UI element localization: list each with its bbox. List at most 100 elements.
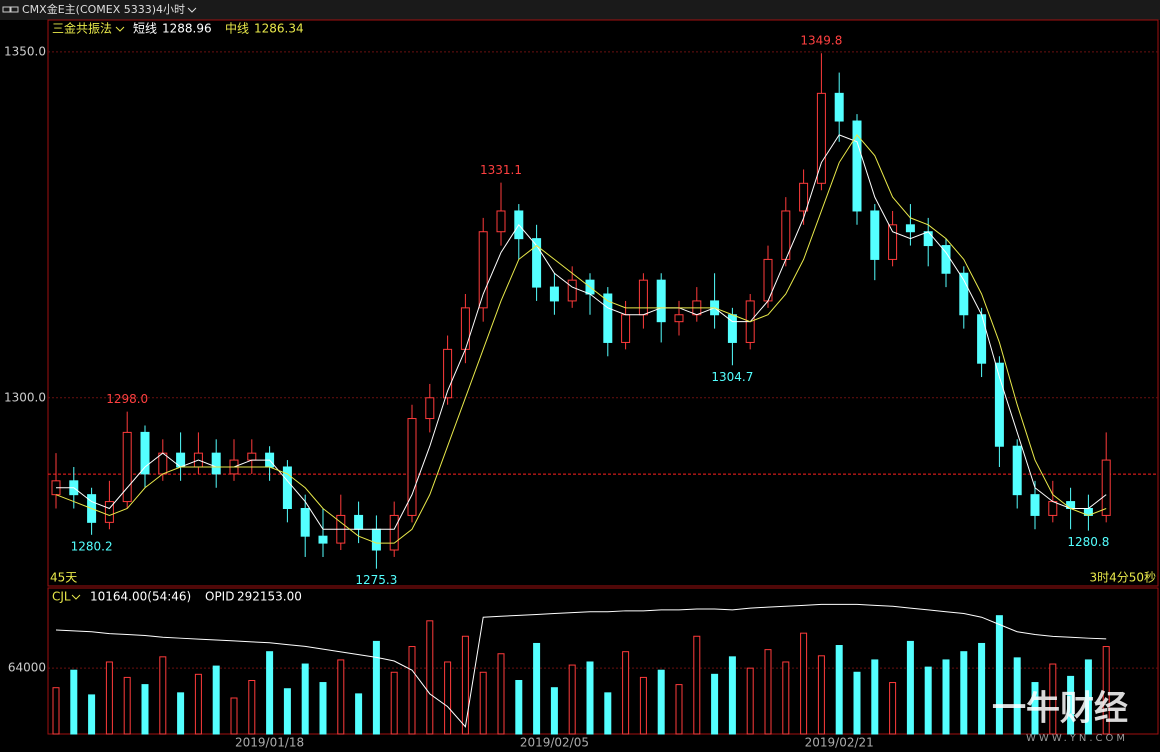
- chevron[interactable]: [187, 7, 197, 13]
- volume-bar: [889, 682, 897, 735]
- chevron[interactable]: [71, 594, 81, 600]
- candle-body: [834, 92, 844, 122]
- volume-name[interactable]: CJL: [52, 590, 71, 604]
- volume-bar: [586, 661, 594, 735]
- candle-body: [816, 92, 826, 184]
- y-tick-label: 1300.0: [4, 390, 46, 404]
- candle-body: [104, 501, 114, 523]
- volume-bar: [266, 651, 274, 735]
- candle-body: [247, 452, 257, 461]
- opid-line: [55, 603, 1107, 728]
- volume-bar: [1102, 646, 1110, 735]
- x-tick-label: 2019/02/21: [805, 736, 874, 750]
- volume-bar: [711, 673, 719, 735]
- icon-part: [10, 6, 19, 13]
- mid-label: 中线: [225, 21, 249, 36]
- candle-body: [799, 182, 809, 212]
- volume-bar: [693, 635, 701, 735]
- volume-bar: [942, 659, 950, 735]
- range-label: 45天: [50, 571, 77, 585]
- volume-bar: [1067, 675, 1075, 735]
- volume-bar: [746, 667, 754, 735]
- volume-bar: [657, 669, 665, 735]
- icon-part: [2, 6, 11, 13]
- symbol[interactable]: CMX金E主(COMEX 5333): [22, 2, 156, 16]
- watermark-url: WWW.YN.COM: [1026, 733, 1128, 744]
- candle-body: [870, 210, 880, 260]
- candle-body: [994, 362, 1004, 447]
- volume-bar: [515, 679, 523, 735]
- high-label: 1298.0: [106, 392, 148, 406]
- volume-bar: [550, 687, 558, 735]
- volume-bar: [123, 676, 131, 735]
- candle-body: [1012, 445, 1022, 496]
- volume-bar: [639, 676, 647, 735]
- high-label: 1331.1: [480, 163, 522, 177]
- candle-body: [425, 397, 435, 420]
- candle-body: [282, 466, 292, 510]
- low-label: 1280.8: [1067, 535, 1109, 549]
- volume-bar: [319, 682, 327, 735]
- price-frame: [47, 19, 1159, 587]
- y-tick-label: 1350.0: [4, 44, 46, 58]
- volume-bar: [764, 649, 772, 735]
- volume-bar: [283, 688, 291, 735]
- volume-bar: [355, 693, 363, 735]
- volume-bar: [105, 661, 113, 735]
- volume-bar: [444, 661, 452, 735]
- candle-body: [1101, 459, 1111, 516]
- candle-body: [140, 431, 150, 475]
- volume-bar: [194, 673, 202, 735]
- plot: 1300.0 1350.0 64000 2019/01/18 2019/02/05 201…: [4, 34, 1158, 750]
- volume-bar: [568, 664, 576, 735]
- volume-bar: [230, 697, 238, 735]
- candle-body: [603, 293, 613, 343]
- candle-body: [674, 314, 684, 323]
- volume-bar: [390, 671, 398, 735]
- low-label: 1280.2: [71, 539, 113, 553]
- candle-body: [923, 231, 933, 247]
- candle-body: [318, 535, 328, 544]
- candle-body: [211, 452, 221, 475]
- candle-body: [1048, 501, 1058, 516]
- volume-bar: [604, 692, 612, 735]
- candle-body: [549, 286, 559, 302]
- candle-body: [158, 452, 168, 475]
- candle-body: [852, 120, 862, 212]
- volume-bar: [88, 694, 96, 735]
- indicator-name[interactable]: 三金共振法: [52, 21, 112, 36]
- volume-bar: [497, 653, 505, 735]
- volume-bar: [159, 656, 167, 735]
- period[interactable]: 4小时: [156, 3, 185, 16]
- volume-bar: [800, 632, 808, 735]
- candle-body: [443, 348, 453, 399]
- candle-body: [959, 272, 969, 316]
- candle-body: [496, 210, 506, 233]
- volume-bar: [177, 692, 185, 735]
- mid-value: 1286.34: [254, 22, 304, 36]
- candle-body: [122, 431, 132, 503]
- volume-bar: [52, 687, 60, 735]
- high-label: 1349.8: [800, 34, 842, 48]
- volume-current: 10164.00(54:46): [90, 590, 191, 604]
- volume-bar: [372, 640, 380, 735]
- volume-tick-label: 64000: [8, 661, 46, 675]
- volume-bar: [301, 663, 309, 735]
- volume-bar: [248, 679, 256, 735]
- low-label: 1304.7: [711, 370, 753, 384]
- candle-body: [888, 224, 898, 260]
- volume-bar: [408, 646, 416, 735]
- volume-frame: [47, 587, 1159, 735]
- candle-body: [300, 508, 310, 537]
- short-value: 1288.96: [162, 22, 212, 36]
- mid-line: [55, 134, 1107, 544]
- volume-bar: [995, 615, 1003, 735]
- volume-bar: [906, 640, 914, 735]
- volume-bar: [461, 635, 469, 735]
- x-tick-label: 2019/01/18: [235, 736, 304, 750]
- candle-body: [407, 418, 417, 516]
- chevron[interactable]: [115, 26, 125, 32]
- volume-bar: [533, 642, 541, 735]
